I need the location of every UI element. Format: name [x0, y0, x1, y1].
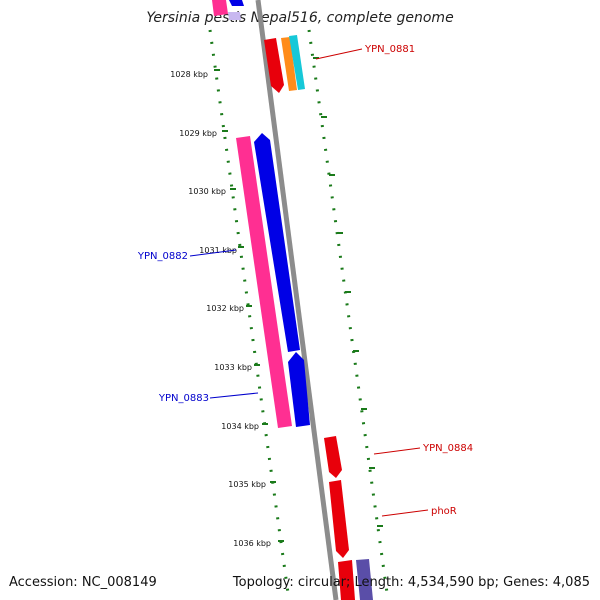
gene-label-ypn0884[interactable]: YPN_0884: [422, 443, 473, 454]
gene-ypn0881-red: [264, 38, 284, 93]
gene-label-ypn0882[interactable]: YPN_0882: [137, 251, 188, 262]
outer-tick-ring-left: [208, 29, 291, 600]
gene-top-blue: [229, 0, 244, 6]
leader-ypn0883: [209, 392, 259, 399]
gene-ypn0881-orange: [281, 37, 297, 91]
gene-label-ypn0883[interactable]: YPN_0883: [158, 393, 209, 404]
kbp-label-1034: 1034 kbp: [221, 422, 259, 431]
gene-bottom-purple: [356, 559, 373, 600]
kbp-label-1030: 1030 kbp: [188, 187, 226, 196]
kbp-label-1029: 1029 kbp: [179, 129, 217, 138]
genome-backbone: [255, 0, 339, 600]
gene-ypn0883-blue: [288, 352, 310, 427]
kbp-label-1031: 1031 kbp: [199, 246, 237, 255]
accession-text: Accession: NC_008149: [9, 575, 157, 590]
kbp-label-1028: 1028 kbp: [170, 70, 208, 79]
gene-top-pink: [212, 0, 228, 16]
leader-ypn0882: [189, 249, 237, 257]
kbp-label-1033: 1033 kbp: [214, 363, 252, 372]
outer-tick-ring-right: [307, 29, 390, 600]
gene-top-lavender: [228, 12, 241, 20]
gene-label-phor[interactable]: phoR: [431, 506, 457, 517]
genome-summary-text: Topology: circular; Length: 4,534,590 bp…: [232, 575, 590, 590]
leader-ypn0884: [373, 447, 421, 455]
gene-phor-red: [329, 480, 349, 558]
kbp-label-1035: 1035 kbp: [228, 480, 266, 489]
kbp-label-1036: 1036 kbp: [233, 539, 271, 548]
major-ticks: [214, 57, 383, 542]
gene-ypn0882-blue: [254, 133, 300, 352]
gene-ypn0882-pink: [236, 136, 292, 428]
gene-label-ypn0881[interactable]: YPN_0881: [364, 44, 415, 55]
leader-phor: [381, 509, 429, 517]
leader-ypn0881: [315, 48, 363, 60]
gene-bottom-red: [338, 560, 355, 600]
gene-ypn0881-cyan: [289, 35, 305, 90]
gene-ypn0884-red: [324, 436, 342, 478]
kbp-label-1032: 1032 kbp: [206, 304, 244, 313]
